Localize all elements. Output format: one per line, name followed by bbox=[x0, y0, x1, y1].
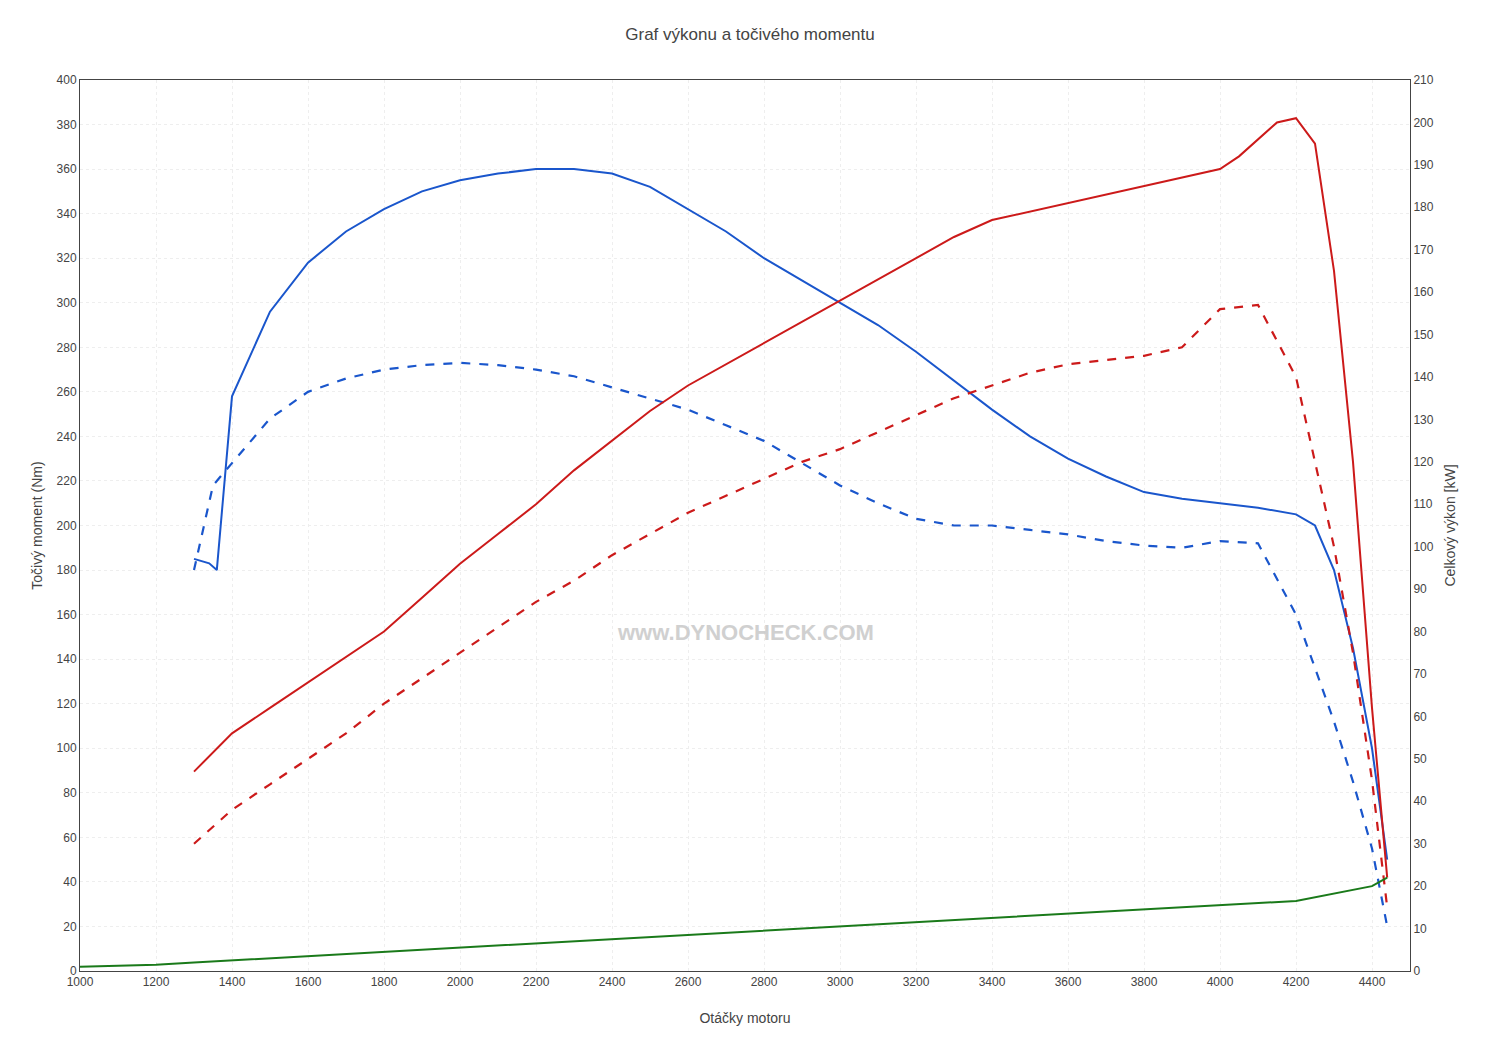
svg-text:1000: 1000 bbox=[67, 975, 94, 989]
svg-text:3400: 3400 bbox=[979, 975, 1006, 989]
svg-text:130: 130 bbox=[1413, 413, 1433, 427]
svg-text:50: 50 bbox=[1413, 752, 1427, 766]
svg-text:1200: 1200 bbox=[143, 975, 170, 989]
svg-text:140: 140 bbox=[57, 652, 77, 666]
svg-text:Otáčky motoru: Otáčky motoru bbox=[699, 1010, 790, 1026]
svg-text:320: 320 bbox=[57, 251, 77, 265]
svg-text:3800: 3800 bbox=[1131, 975, 1158, 989]
svg-text:120: 120 bbox=[57, 697, 77, 711]
svg-text:3000: 3000 bbox=[827, 975, 854, 989]
svg-text:280: 280 bbox=[57, 341, 77, 355]
svg-text:30: 30 bbox=[1413, 837, 1427, 851]
svg-text:2000: 2000 bbox=[447, 975, 474, 989]
svg-text:2400: 2400 bbox=[599, 975, 626, 989]
svg-text:160: 160 bbox=[1413, 285, 1433, 299]
svg-text:220: 220 bbox=[57, 474, 77, 488]
svg-text:340: 340 bbox=[57, 207, 77, 221]
svg-text:20: 20 bbox=[1413, 879, 1427, 893]
svg-text:190: 190 bbox=[1413, 158, 1433, 172]
svg-text:60: 60 bbox=[63, 831, 77, 845]
svg-text:www.DYNOCHECK.COM: www.DYNOCHECK.COM bbox=[617, 620, 874, 645]
svg-text:160: 160 bbox=[57, 608, 77, 622]
svg-text:20: 20 bbox=[63, 920, 77, 934]
svg-text:100: 100 bbox=[57, 741, 77, 755]
svg-text:180: 180 bbox=[57, 563, 77, 577]
svg-text:3200: 3200 bbox=[903, 975, 930, 989]
svg-text:40: 40 bbox=[63, 875, 77, 889]
svg-text:80: 80 bbox=[1413, 625, 1427, 639]
svg-text:200: 200 bbox=[57, 519, 77, 533]
svg-text:0: 0 bbox=[70, 964, 77, 978]
svg-text:140: 140 bbox=[1413, 370, 1433, 384]
svg-text:2600: 2600 bbox=[675, 975, 702, 989]
svg-text:1800: 1800 bbox=[371, 975, 398, 989]
svg-text:120: 120 bbox=[1413, 455, 1433, 469]
svg-text:Graf výkonu a točivého momentu: Graf výkonu a točivého momentu bbox=[625, 25, 874, 44]
svg-text:2200: 2200 bbox=[523, 975, 550, 989]
svg-text:40: 40 bbox=[1413, 794, 1427, 808]
svg-text:100: 100 bbox=[1413, 540, 1433, 554]
svg-text:210: 210 bbox=[1413, 73, 1433, 87]
svg-text:360: 360 bbox=[57, 162, 77, 176]
svg-text:150: 150 bbox=[1413, 328, 1433, 342]
svg-text:1600: 1600 bbox=[295, 975, 322, 989]
svg-text:400: 400 bbox=[57, 73, 77, 87]
svg-text:1400: 1400 bbox=[219, 975, 246, 989]
svg-text:3600: 3600 bbox=[1055, 975, 1082, 989]
svg-text:380: 380 bbox=[57, 118, 77, 132]
svg-text:4200: 4200 bbox=[1283, 975, 1310, 989]
svg-text:Točivý moment (Nm): Točivý moment (Nm) bbox=[29, 461, 45, 589]
svg-text:260: 260 bbox=[57, 385, 77, 399]
svg-text:170: 170 bbox=[1413, 243, 1433, 257]
svg-text:80: 80 bbox=[63, 786, 77, 800]
svg-text:60: 60 bbox=[1413, 710, 1427, 724]
svg-text:4400: 4400 bbox=[1359, 975, 1386, 989]
svg-text:2800: 2800 bbox=[751, 975, 778, 989]
svg-text:300: 300 bbox=[57, 296, 77, 310]
svg-text:Celkový výkon [kW]: Celkový výkon [kW] bbox=[1442, 464, 1458, 586]
svg-text:90: 90 bbox=[1413, 582, 1427, 596]
svg-text:180: 180 bbox=[1413, 200, 1433, 214]
svg-text:110: 110 bbox=[1413, 497, 1432, 511]
svg-text:0: 0 bbox=[1413, 964, 1420, 978]
svg-text:200: 200 bbox=[1413, 116, 1433, 130]
svg-text:240: 240 bbox=[57, 430, 77, 444]
svg-text:4000: 4000 bbox=[1207, 975, 1234, 989]
svg-text:10: 10 bbox=[1413, 922, 1427, 936]
svg-text:70: 70 bbox=[1413, 667, 1427, 681]
